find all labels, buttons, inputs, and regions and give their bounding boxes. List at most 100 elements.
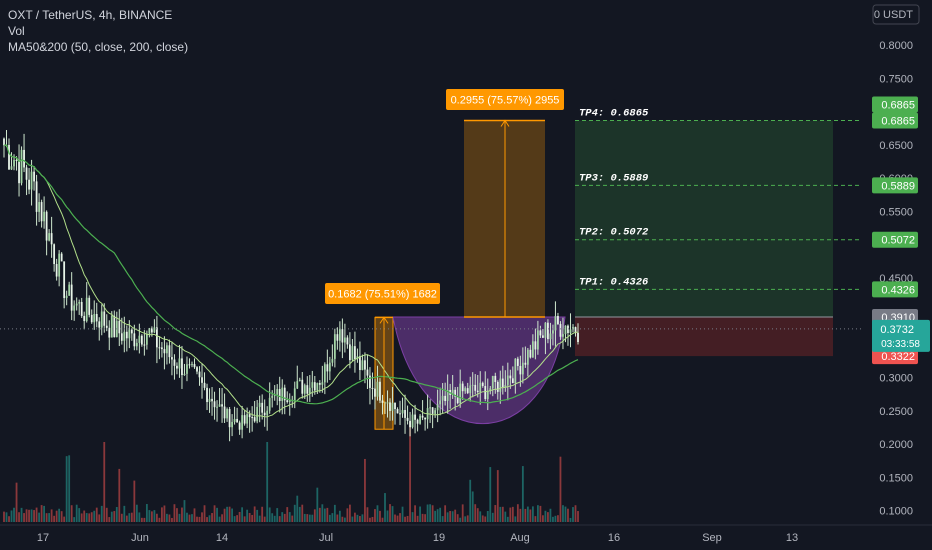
candle-body <box>246 414 249 424</box>
volume-bar <box>88 513 91 522</box>
candle-body <box>554 315 557 331</box>
candle-body <box>78 302 81 304</box>
candle-body <box>336 334 339 341</box>
candle-body <box>343 337 346 343</box>
volume-bar <box>529 509 532 522</box>
time-axis[interactable]: 17 Jun 14 Jul 19 Aug 16 Sep 13 <box>0 524 932 544</box>
moving-average-label[interactable]: MA50&200 (50, close, 200, close) <box>8 40 189 54</box>
arrow-head-2 <box>500 119 510 127</box>
candle-body <box>326 364 329 372</box>
candle-body <box>549 333 552 340</box>
volume-bar <box>283 513 286 522</box>
volume-bar <box>93 510 96 522</box>
candle-body <box>248 414 251 418</box>
candle-body <box>75 303 78 306</box>
candle-body <box>577 332 579 343</box>
candle-body <box>486 391 489 400</box>
tp-label-3: TP3: 0.5889 <box>579 172 648 184</box>
candle-body <box>233 418 236 422</box>
volume-bar <box>286 507 289 522</box>
volume-bar <box>153 510 156 522</box>
candle-body <box>451 389 454 395</box>
candle-body <box>371 387 374 389</box>
volume-bar <box>188 514 191 522</box>
volume-bar <box>243 516 246 522</box>
candle-body <box>48 233 51 241</box>
candle-body <box>133 333 136 347</box>
volume-bar <box>399 513 401 522</box>
volume-bar <box>58 508 61 522</box>
candle-body <box>494 375 497 382</box>
candle-body <box>80 302 83 316</box>
symbol-title[interactable]: OXT / TetherUS, 4h, BINANCE <box>8 8 173 22</box>
volume-bar <box>534 516 537 522</box>
price-tick: 0.1500 <box>879 472 913 484</box>
candle-body <box>436 404 439 411</box>
candle-body <box>163 349 166 354</box>
candle-body <box>231 421 233 428</box>
volume-bar <box>278 516 281 522</box>
candle-body <box>316 383 319 391</box>
volume-bar <box>572 507 574 522</box>
candle-body <box>361 360 364 370</box>
volume-bar <box>155 513 158 522</box>
candle-body <box>228 409 231 428</box>
candle-body <box>519 365 522 375</box>
volume-bar <box>10 510 13 522</box>
tp-label-4: TP4: 0.6865 <box>579 107 649 119</box>
volume-bar <box>351 516 354 522</box>
candle-body <box>431 407 434 414</box>
candle-body <box>384 402 386 404</box>
price-tick: 0.6500 <box>879 140 913 152</box>
volume-bar <box>231 508 233 522</box>
price-axis[interactable]: 0.80000.75000.65000.60000.55000.45000.30… <box>862 0 932 550</box>
measure-label-2-bg <box>446 89 564 110</box>
volume-bar <box>456 514 459 522</box>
volume-bar <box>308 514 311 522</box>
candle-body <box>356 356 359 359</box>
volume-bar <box>449 510 452 522</box>
volume-bar <box>577 511 579 522</box>
volume-bar <box>494 505 497 522</box>
volume-bar <box>75 504 78 522</box>
candle-body <box>238 422 241 430</box>
ma50-line <box>3 144 578 418</box>
volume-bar <box>166 513 168 522</box>
candle-body <box>176 365 178 369</box>
candle-body <box>153 327 156 333</box>
volume-bar <box>544 510 547 522</box>
candle-body <box>278 389 281 402</box>
candle-body <box>389 402 391 411</box>
volume-bar <box>203 505 206 522</box>
volume-bar <box>524 508 527 522</box>
candle-body <box>411 414 414 428</box>
volume-bar <box>161 507 163 522</box>
volume-bar <box>554 515 557 522</box>
volume-bar <box>43 505 46 522</box>
volume-bar <box>110 511 113 522</box>
volume-bar <box>394 514 396 522</box>
candle-body <box>318 383 321 385</box>
volume-bar <box>434 510 437 522</box>
volume-bar <box>291 515 294 522</box>
volume-bar <box>178 513 181 522</box>
volume-label[interactable]: Vol <box>8 24 25 38</box>
candle-body <box>293 388 296 401</box>
measure-label-1-bg <box>325 283 440 304</box>
volume-bar <box>364 458 366 522</box>
volume-bar <box>296 495 299 522</box>
stop-zone <box>575 316 833 357</box>
volume-bar <box>85 513 88 522</box>
candle-body <box>155 327 158 348</box>
volume-bar <box>501 506 504 522</box>
volume-bar <box>356 514 359 522</box>
candle-body <box>303 385 306 394</box>
volume-bar <box>90 512 93 522</box>
countdown-timer: 03:33:58 <box>881 339 920 350</box>
candle-body <box>83 315 86 322</box>
volume-bar <box>263 516 266 522</box>
volume-bar <box>25 509 28 522</box>
volume-bar <box>256 509 259 522</box>
volume-bar <box>436 509 439 522</box>
